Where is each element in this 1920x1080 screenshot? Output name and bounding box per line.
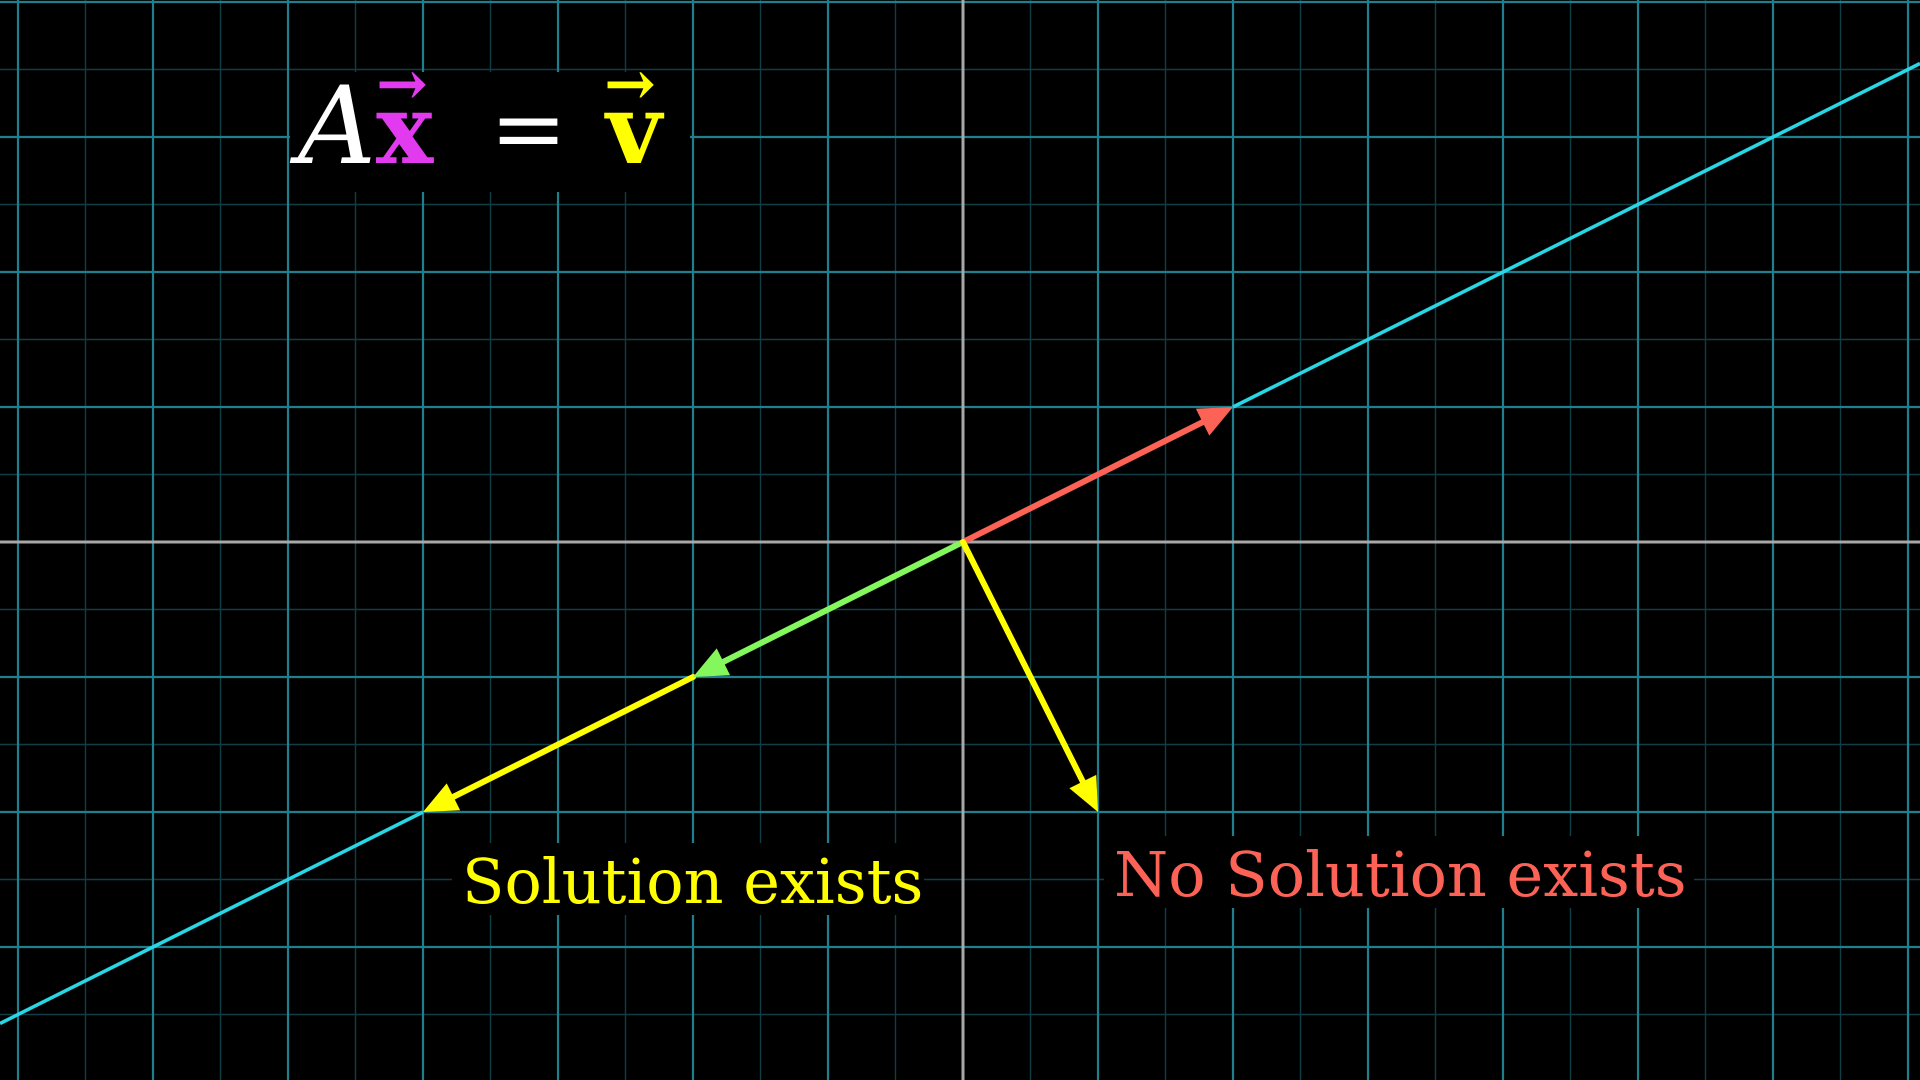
vector-v-symbol: v <box>604 73 665 186</box>
equation: A x → = v → <box>289 47 690 192</box>
equation-background <box>290 72 690 192</box>
equals-sign: = <box>490 75 567 182</box>
vector-v-on-span-shaft <box>450 674 696 800</box>
vector-v-off-span-shaft <box>960 539 1086 785</box>
no-solution-exists-label: No Solution exists <box>1114 838 1687 911</box>
matrix-a-symbol: A <box>289 64 376 189</box>
vector-x-arrow-icon: → <box>376 47 428 120</box>
no-solution-label: No Solution exists <box>1104 836 1694 911</box>
vector-v-arrow-icon: → <box>604 47 656 120</box>
vector-v-off-span-head <box>1069 774 1098 812</box>
vectors <box>423 407 1233 812</box>
span-line-upper <box>1232 61 1920 409</box>
solution-label-background <box>452 843 924 915</box>
span-line <box>0 61 1920 1026</box>
no-solution-label-background <box>1104 836 1694 908</box>
vector-green-head <box>693 648 731 677</box>
vector-green-shaft <box>720 539 966 665</box>
vector-red-shaft <box>960 419 1206 545</box>
solution-label: Solution exists <box>452 843 924 918</box>
vector-x-symbol: x <box>376 73 434 186</box>
solution-exists-label: Solution exists <box>462 845 923 918</box>
vector-red-head <box>1195 407 1233 436</box>
span-line-lower <box>0 810 424 1026</box>
vector-v-on-span-head <box>423 783 461 812</box>
